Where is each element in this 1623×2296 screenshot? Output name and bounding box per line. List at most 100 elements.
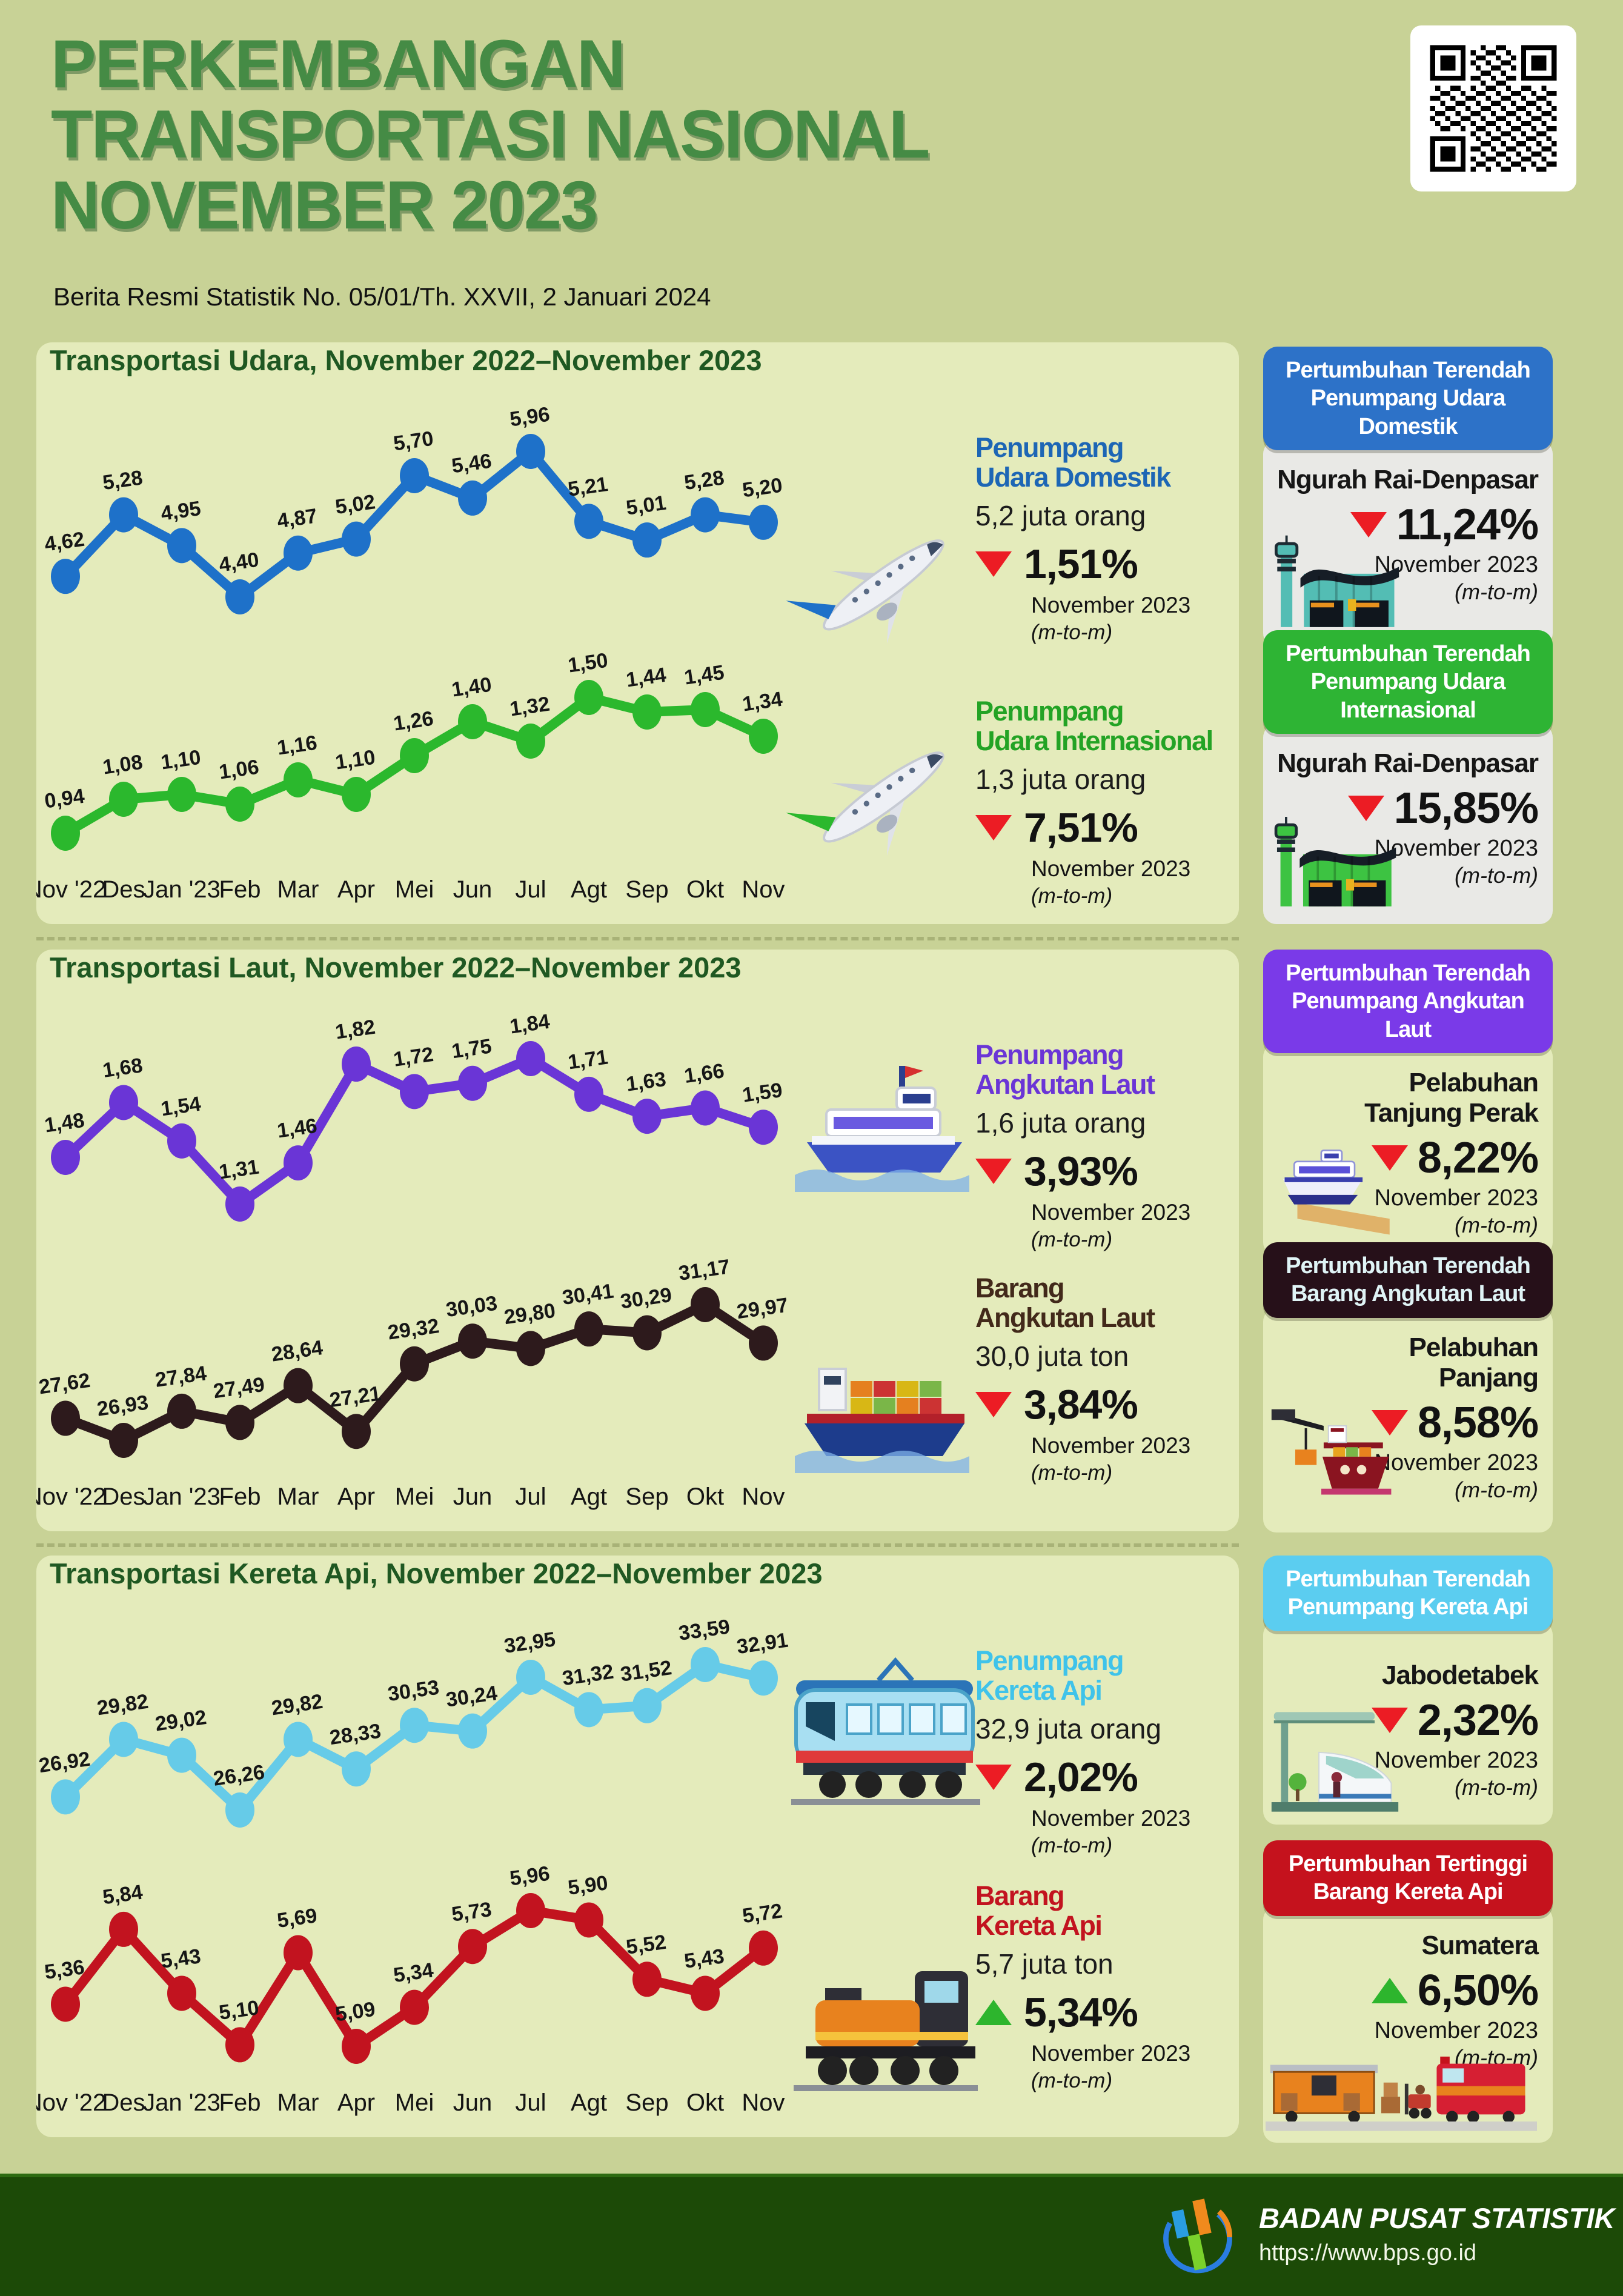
callout-change: 15,85% — [1393, 784, 1539, 833]
callout-header: Pertumbuhan Terendah Penumpang Udara Dom… — [1263, 347, 1553, 451]
svg-text:Des: Des — [102, 1483, 145, 1510]
qr-code — [1410, 25, 1576, 191]
airplane-international-icon — [782, 706, 981, 885]
svg-text:Mei: Mei — [395, 2089, 434, 2116]
line-chart-air-international: 0,94 1,08 1,10 1,06 1,16 1,10 1,26 1,40 1,32 1,50… — [36, 651, 785, 903]
svg-text:Feb: Feb — [219, 1483, 261, 1510]
svg-text:29,02: 29,02 — [154, 1706, 208, 1735]
metric-note: (m-to-m) — [1031, 2069, 1113, 2093]
svg-text:32,95: 32,95 — [503, 1628, 557, 1657]
callout-body: Pelabuhan Tanjung Perak 8,22% November 2… — [1263, 1043, 1553, 1256]
metric-change: 3,93% — [1024, 1148, 1138, 1195]
svg-text:29,32: 29,32 — [387, 1314, 441, 1344]
down-triangle-icon — [1371, 1707, 1408, 1733]
svg-text:Jun: Jun — [453, 876, 493, 903]
svg-text:28,33: 28,33 — [328, 1720, 383, 1749]
callout-note: (m-to-m) — [1455, 1213, 1538, 1238]
svg-text:5,02: 5,02 — [334, 490, 377, 519]
down-triangle-icon — [975, 551, 1012, 577]
metric-change: 2,02% — [1024, 1754, 1138, 1801]
svg-text:5,34: 5,34 — [392, 1958, 435, 1987]
port-crane-illustration — [1267, 1400, 1403, 1527]
release-subtitle: Berita Resmi Statistik No. 05/01/Th. XXV… — [53, 282, 711, 311]
svg-text:31,32: 31,32 — [561, 1660, 616, 1690]
svg-text:Nov: Nov — [742, 2089, 785, 2116]
svg-text:Jan '23: Jan '23 — [143, 2089, 221, 2116]
metric-value: 5,2 juta orang — [975, 500, 1146, 532]
svg-text:1,26: 1,26 — [392, 707, 435, 736]
svg-text:1,72: 1,72 — [392, 1043, 435, 1071]
svg-text:5,46: 5,46 — [450, 450, 493, 478]
svg-text:5,28: 5,28 — [683, 466, 726, 494]
svg-text:1,16: 1,16 — [276, 731, 319, 760]
svg-text:5,70: 5,70 — [392, 427, 435, 456]
svg-text:1,48: 1,48 — [43, 1109, 86, 1137]
callout-note: (m-to-m) — [1455, 579, 1538, 605]
svg-text:29,80: 29,80 — [503, 1299, 557, 1329]
section-divider — [36, 937, 1239, 940]
svg-text:Nov: Nov — [742, 876, 785, 903]
section-rail-title: Transportasi Kereta Api, November 2022–N… — [50, 1557, 823, 1589]
callout-note: (m-to-m) — [1455, 1477, 1538, 1503]
callout-body: Ngurah Rai-Denpasar 15,85% November 2023… — [1263, 724, 1553, 925]
svg-text:Mei: Mei — [395, 876, 434, 903]
callout-change: 8,58% — [1417, 1399, 1539, 1448]
svg-text:Mar: Mar — [277, 1483, 319, 1510]
svg-text:Apr: Apr — [337, 876, 375, 903]
svg-text:30,53: 30,53 — [387, 1676, 441, 1706]
metric-rail-passengers: Penumpang Kereta Api 32,9 juta orang 2,0… — [975, 1646, 1242, 1858]
metric-sea-cargo: Barang Angkutan Laut 30,0 juta ton 3,84%… — [975, 1273, 1242, 1485]
metric-note: (m-to-m) — [1031, 1228, 1113, 1252]
svg-text:Jul: Jul — [515, 876, 546, 903]
callout-body: Jabodetabek 2,32% November 2023 (m-to-m) — [1263, 1621, 1553, 1825]
svg-text:30,41: 30,41 — [561, 1280, 616, 1309]
svg-text:Jun: Jun — [453, 2089, 493, 2116]
svg-text:5,36: 5,36 — [43, 1955, 86, 1984]
svg-text:1,31: 1,31 — [217, 1156, 261, 1184]
callout-location: Pelabuhan Tanjung Perak — [1364, 1068, 1539, 1128]
callout-header: Pertumbuhan Terendah Penumpang Angkutan … — [1263, 950, 1553, 1054]
callout-location: Jabodetabek — [1382, 1660, 1539, 1690]
callout-air-domestic: Pertumbuhan Terendah Penumpang Udara Dom… — [1263, 347, 1553, 647]
svg-text:Mei: Mei — [395, 1483, 434, 1510]
callout-period: November 2023 — [1374, 552, 1538, 578]
metric-name: Barang Angkutan Laut — [975, 1273, 1155, 1333]
section-rail-transport: Transportasi Kereta Api, November 2022–N… — [36, 1556, 1239, 2137]
metric-rail-cargo: Barang Kereta Api 5,7 juta ton 5,34% Nov… — [975, 1881, 1242, 2093]
svg-text:Nov: Nov — [742, 1483, 785, 1510]
callout-period: November 2023 — [1374, 1747, 1538, 1773]
callout-change: 2,32% — [1417, 1695, 1539, 1745]
svg-text:5,20: 5,20 — [741, 474, 784, 502]
down-triangle-icon — [975, 1159, 1012, 1185]
metric-name: Penumpang Udara Internasional — [975, 696, 1213, 756]
svg-text:Sep: Sep — [625, 1483, 668, 1510]
svg-text:5,84: 5,84 — [101, 1881, 144, 1909]
footer-org-name: BADAN PUSAT STATISTIK — [1259, 2202, 1615, 2234]
metric-name: Penumpang Kereta Api — [975, 1645, 1124, 1706]
callout-note: (m-to-m) — [1455, 1774, 1538, 1800]
svg-text:5,73: 5,73 — [450, 1898, 493, 1926]
svg-text:1,10: 1,10 — [159, 746, 202, 774]
svg-text:Jun: Jun — [453, 1483, 493, 1510]
svg-text:1,63: 1,63 — [625, 1068, 668, 1096]
svg-text:1,84: 1,84 — [508, 1010, 551, 1039]
metric-note: (m-to-m) — [1031, 1834, 1113, 1858]
metric-value: 32,9 juta orang — [975, 1713, 1161, 1745]
ferry-ship-icon — [788, 1034, 981, 1207]
svg-text:1,45: 1,45 — [683, 661, 726, 690]
svg-text:Jan '23: Jan '23 — [143, 876, 221, 903]
callout-note: (m-to-m) — [1455, 863, 1538, 888]
svg-text:1,46: 1,46 — [276, 1114, 319, 1143]
down-triangle-icon — [975, 1765, 1012, 1791]
svg-text:26,93: 26,93 — [96, 1391, 150, 1420]
svg-text:5,43: 5,43 — [683, 1945, 726, 1973]
metric-period: November 2023 — [1031, 593, 1191, 618]
cargo-ship-icon — [788, 1313, 981, 1486]
footer: BADAN PUSAT STATISTIK https://www.bps.go… — [0, 2174, 1623, 2296]
svg-text:Feb: Feb — [219, 2089, 261, 2116]
svg-text:1,59: 1,59 — [741, 1079, 784, 1107]
callout-location: Ngurah Rai-Denpasar — [1277, 748, 1539, 779]
callout-body: Ngurah Rai-Denpasar 11,24% November 2023… — [1263, 441, 1553, 647]
callout-header: Pertumbuhan Terendah Barang Angkutan Lau… — [1263, 1242, 1553, 1318]
